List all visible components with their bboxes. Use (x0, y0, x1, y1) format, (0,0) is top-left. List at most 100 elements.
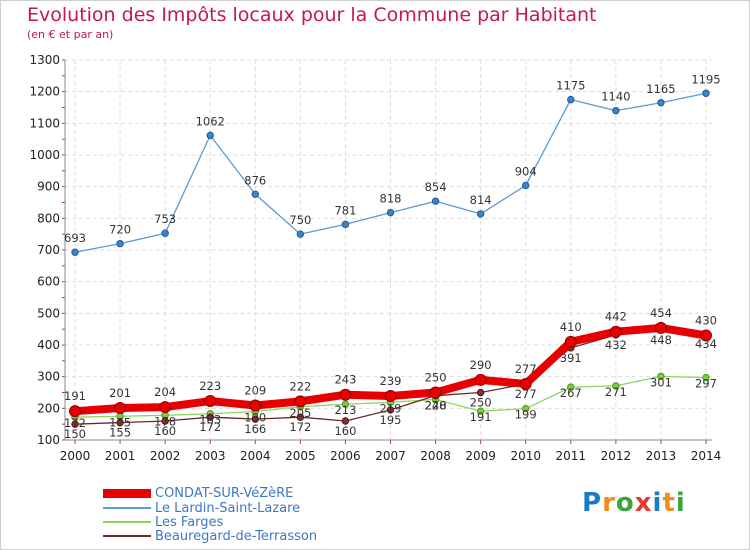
data-point-condat-sur-vezere (564, 335, 577, 348)
data-label-beauregard-de-terrasson: 166 (244, 422, 266, 436)
data-label-condat-sur-vezere: 243 (334, 373, 356, 387)
logo-letter: t (662, 488, 676, 518)
legend-label: CONDAT-SUR-VéZèRE (155, 485, 294, 501)
y-tick-label: 400 (37, 338, 60, 352)
legend-label: Beauregard-de-Terrasson (155, 528, 318, 544)
data-label-le-lardin-saint-lazare: 753 (154, 212, 176, 226)
grid (65, 59, 712, 441)
y-tick-label: 1300 (29, 53, 60, 67)
data-label-condat-sur-vezere: 223 (199, 379, 221, 393)
chart-subtitle: (en € et par an) (27, 28, 114, 41)
data-point-les-farges (341, 400, 350, 408)
x-tick-label: 2001 (105, 449, 136, 463)
x-tick-label: 2009 (465, 449, 496, 463)
data-point-les-farges (522, 404, 530, 413)
data-point-le-lardin-saint-lazare (476, 210, 485, 218)
x-tick-label: 2005 (285, 449, 316, 463)
y-tick-label: 200 (37, 401, 60, 415)
data-label-les-farges: 205 (289, 406, 311, 420)
data-label-le-lardin-saint-lazare: 854 (425, 180, 447, 194)
data-point-condat-sur-vezere (339, 388, 352, 401)
data-label-condat-sur-vezere: 290 (470, 358, 492, 372)
data-point-beauregard-de-terrasson (476, 388, 485, 397)
logo-letter: o (615, 488, 635, 518)
data-point-condat-sur-vezere (69, 405, 81, 418)
legend-item-les-farges: Les Farges (103, 515, 223, 530)
data-point-les-farges (476, 407, 485, 415)
data-point-beauregard-de-terrasson (161, 417, 169, 425)
legend-swatch (103, 507, 151, 509)
x-tick-label: 2012 (601, 449, 632, 463)
data-point-le-lardin-saint-lazare (206, 131, 214, 140)
data-label-condat-sur-vezere: 201 (109, 386, 131, 400)
data-label-les-farges: 191 (470, 410, 492, 424)
data-point-le-lardin-saint-lazare (161, 229, 169, 237)
data-label-condat-sur-vezere: 277 (515, 362, 537, 376)
data-point-le-lardin-saint-lazare (116, 239, 124, 248)
data-label-condat-sur-vezere: 204 (154, 385, 176, 399)
data-point-condat-sur-vezere (429, 386, 442, 399)
legend-item-le-lardin-saint-lazare: Le Lardin-Saint-Lazare (103, 500, 301, 516)
y-tick-label: 600 (37, 275, 60, 289)
data-point-condat-sur-vezere (474, 373, 487, 386)
logo-letter: x (634, 488, 653, 518)
series-group (69, 89, 712, 428)
data-label-le-lardin-saint-lazare: 1195 (691, 72, 720, 86)
x-axis: 2000 2001 2002 2003 2004 2005 2006 2007 2008 2009… (60, 439, 721, 463)
data-point-le-lardin-saint-lazare (522, 181, 530, 190)
data-point-condat-sur-vezere (114, 402, 127, 415)
legend-swatch (103, 521, 151, 523)
data-label-le-lardin-saint-lazare: 876 (244, 173, 266, 187)
data-label-les-farges: 228 (425, 398, 447, 412)
data-label-les-farges: 172 (64, 416, 86, 430)
data-label-les-farges: 271 (605, 385, 627, 399)
data-label-le-lardin-saint-lazare: 693 (64, 231, 86, 245)
y-tick-label: 1200 (29, 85, 60, 99)
series-le-lardin-saint-lazare (71, 89, 710, 256)
x-tick-label: 2010 (510, 449, 541, 463)
y-tick-label: 300 (37, 370, 60, 384)
data-point-condat-sur-vezere (700, 329, 712, 342)
data-label-le-lardin-saint-lazare: 814 (470, 193, 492, 207)
x-tick-label: 2013 (646, 449, 677, 463)
y-tick-label: 100 (37, 433, 60, 447)
data-point-beauregard-de-terrasson (251, 415, 259, 423)
data-label-beauregard-de-terrasson: 277 (515, 387, 537, 401)
data-label-les-farges: 267 (560, 386, 582, 400)
data-label-beauregard-de-terrasson: 155 (109, 426, 131, 440)
legend-swatch (103, 488, 151, 498)
data-label-les-farges: 178 (154, 414, 176, 428)
data-label-beauregard-de-terrasson: 434 (695, 337, 717, 351)
data-label-condat-sur-vezere: 250 (425, 371, 447, 385)
data-label-le-lardin-saint-lazare: 1140 (601, 90, 630, 104)
chart-title: Evolution des Impôts locaux pour la Comm… (27, 4, 597, 26)
legend-item-beauregard-de-terrasson: Beauregard-de-Terrasson (103, 528, 318, 544)
data-point-beauregard-de-terrasson (71, 420, 79, 428)
legend-label: Le Lardin-Saint-Lazare (155, 500, 301, 516)
data-point-le-lardin-saint-lazare (657, 99, 665, 107)
x-tick-label: 2007 (375, 449, 406, 463)
data-point-condat-sur-vezere (609, 325, 622, 338)
data-label-beauregard-de-terrasson: 240 (425, 399, 447, 413)
data-point-beauregard-de-terrasson (341, 417, 350, 425)
legend-item-condat-sur-vezere: CONDAT-SUR-VéZèRE (103, 485, 294, 501)
data-point-le-lardin-saint-lazare (296, 230, 305, 238)
x-tick-label: 2002 (150, 449, 181, 463)
y-tick-label: 500 (37, 306, 60, 320)
data-label-beauregard-de-terrasson: 150 (64, 427, 86, 441)
data-label-condat-sur-vezere: 222 (289, 379, 311, 393)
data-point-les-farges (702, 373, 710, 382)
data-label-condat-sur-vezere: 442 (605, 310, 627, 324)
data-label-condat-sur-vezere: 454 (650, 306, 672, 320)
data-label-beauregard-de-terrasson: 432 (605, 338, 627, 352)
x-tick-label: 2008 (420, 449, 451, 463)
logo-letter: r (602, 488, 616, 518)
data-label-beauregard-de-terrasson: 250 (470, 396, 492, 410)
data-point-beauregard-de-terrasson (116, 418, 124, 427)
x-tick-label: 2003 (195, 449, 226, 463)
data-label-le-lardin-saint-lazare: 1062 (196, 114, 225, 128)
data-point-condat-sur-vezere (654, 321, 667, 334)
y-tick-label: 1000 (29, 148, 60, 162)
y-tick-label: 700 (37, 243, 60, 257)
